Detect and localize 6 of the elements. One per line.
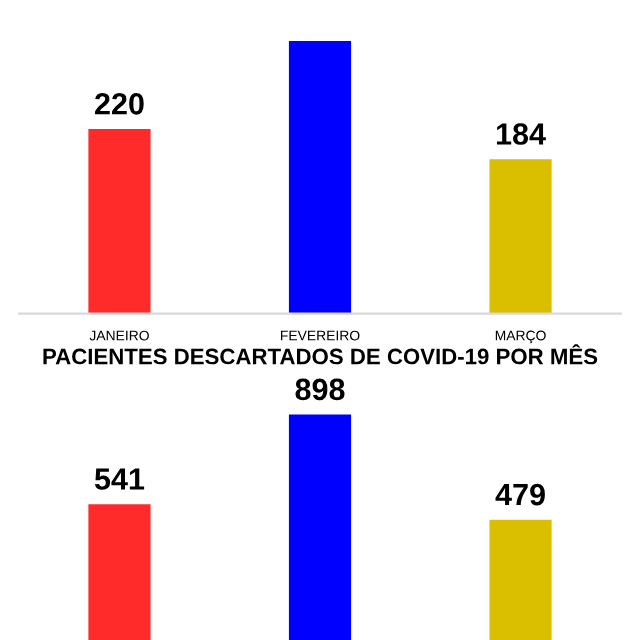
chart-title: PACIENTES DESCARTADOS DE COVID-19 POR MÊS xyxy=(43,344,598,365)
data-label: 479 xyxy=(495,483,545,506)
data-label: 898 xyxy=(295,378,345,401)
data-label: 220 xyxy=(95,93,144,115)
data-label: 184 xyxy=(496,123,546,145)
data-label: 541 xyxy=(94,468,145,490)
